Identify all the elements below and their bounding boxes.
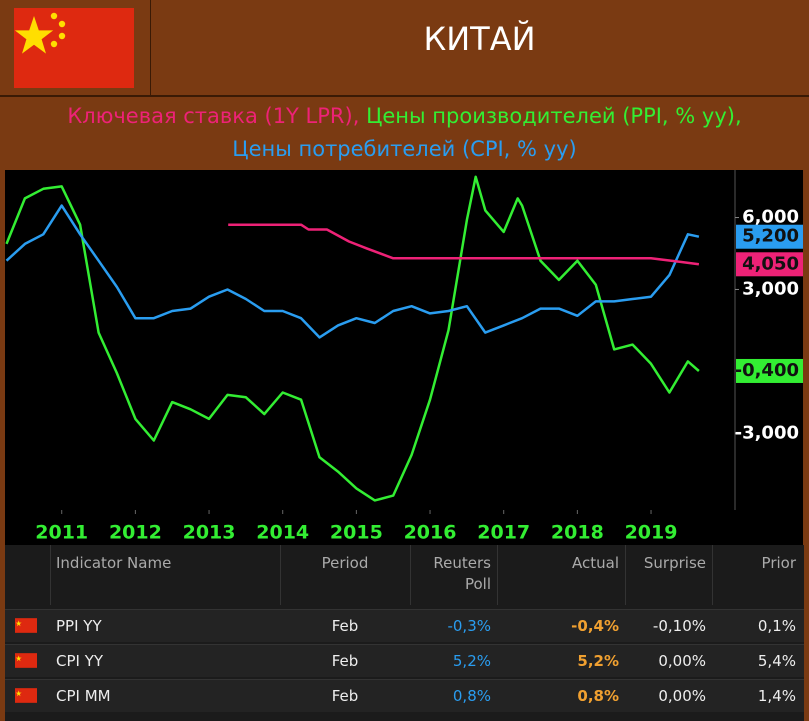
column-header: Surprise [643,554,706,572]
table-cell: CPI YY [56,652,104,670]
column-header: Prior [761,554,796,572]
x-tick-label: 2013 [183,522,236,544]
table-row: CPI YY Feb 5,2% 5,2% 0,00% 5,4% [5,644,804,677]
column-header: Reuters Poll [433,554,491,593]
table-cell: 1,4% [757,687,796,705]
table-row: CPI MM Feb 0,8% 0,8% 0,00% 1,4% [5,679,804,712]
column-header: Actual [572,554,619,572]
table-cell: PPI YY [56,617,102,635]
row-flag [15,688,37,703]
column-header: Period [321,554,369,572]
table-cell: Feb [331,617,359,635]
end-label-box [736,224,803,249]
legend-entry: Цены производителей (PPI, % yy), [366,104,742,128]
table-cell: Feb [331,687,359,705]
x-tick-label: 2015 [330,522,383,544]
x-tick-label: 2017 [477,522,530,544]
legend-entry: Цены потребителей (CPI, % yy) [232,137,577,161]
table-cell: -0,10% [652,617,706,635]
x-tick-label: 2018 [551,522,604,544]
table: Indicator Name Period Reuters Poll Actual Su… [5,545,804,721]
y-tick-label: -3,000 [735,422,799,443]
end-label: -0,400 [735,360,799,381]
column-divider [50,545,51,605]
row-flag [15,653,37,668]
series-line [228,223,700,266]
table-cell: 0,00% [658,652,706,670]
y-tick-label: 6,000 [742,207,799,228]
column-divider [410,545,411,605]
table-cell: 0,8% [577,687,619,705]
table-cell: 5,2% [452,652,491,670]
table-cell: -0,4% [571,617,619,635]
column-divider [280,545,281,605]
table-row: PPI YY Feb -0,3% -0,4% -0,10% 0,1% [5,609,804,642]
row-flag [15,618,37,633]
table-cell: -0,3% [447,617,491,635]
chart-background [5,170,803,545]
end-label-box [736,252,803,277]
table-cell: 0,00% [658,687,706,705]
table-cell: 5,4% [757,652,796,670]
column-divider [712,545,713,605]
x-tick-label: 2012 [109,522,162,544]
column-divider [625,545,626,605]
table-cell: 5,2% [577,652,619,670]
x-tick-label: 2016 [404,522,457,544]
series-line [5,175,700,502]
table-cell: 0,1% [757,617,796,635]
x-tick-label: 2019 [625,522,678,544]
x-tick-label: 2011 [35,522,88,544]
table-cell: 0,8% [452,687,491,705]
china-flag [14,8,134,88]
subtitle: Ключевая ставка (1Y LPR), Цены производи… [0,100,809,166]
chart: 6,000 3,000 -3,000 2011 2012 2013 2014 2015 2016… [5,170,803,545]
table-cell: Feb [331,652,359,670]
end-label: 4,050 [742,253,799,274]
title: КИТАЙ [423,20,536,58]
column-header: Indicator Name [56,554,172,572]
end-label-box [736,358,803,383]
column-divider [497,545,498,605]
table-cell: CPI MM [56,687,111,705]
y-tick-label: 3,000 [742,278,799,299]
separator [150,0,151,95]
x-tick-label: 2014 [256,522,309,544]
legend-entry: Ключевая ставка (1Y LPR), [67,104,360,128]
separator [0,95,809,97]
series-line [5,204,700,339]
end-label: 5,200 [742,226,799,247]
